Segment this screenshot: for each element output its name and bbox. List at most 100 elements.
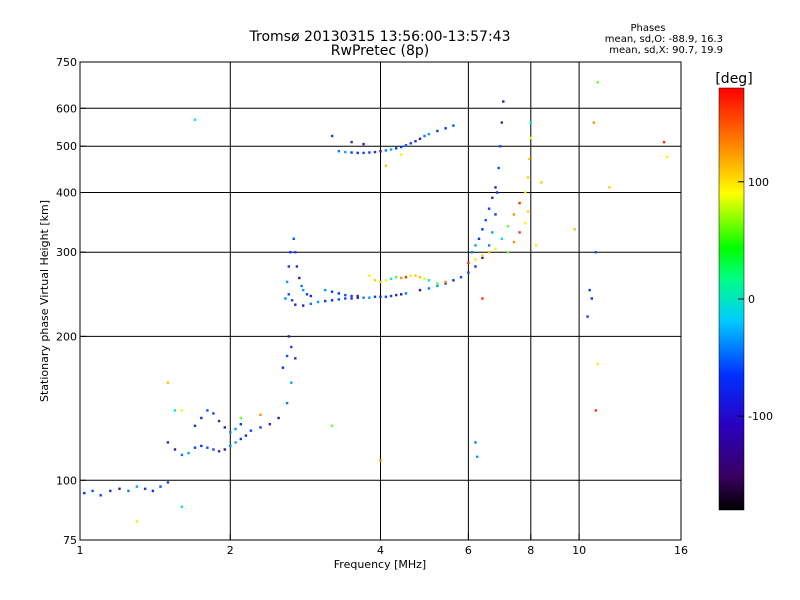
data-point-o bbox=[200, 444, 203, 448]
data-point-x bbox=[414, 274, 417, 277]
data-point-o bbox=[368, 296, 371, 299]
data-point-o bbox=[285, 401, 289, 405]
data-point-o bbox=[491, 196, 494, 199]
data-point-x bbox=[573, 228, 576, 231]
data-point-x bbox=[512, 240, 516, 244]
data-point-o bbox=[290, 345, 293, 349]
data-point-o bbox=[452, 279, 455, 282]
data-point-o bbox=[368, 151, 371, 154]
data-point-x bbox=[418, 276, 422, 279]
data-point-o bbox=[502, 100, 505, 103]
data-point-o bbox=[294, 251, 297, 254]
stats-line-x: mean, sd,X: 90.7, 19.9 bbox=[609, 45, 723, 56]
data-point-o bbox=[212, 448, 215, 451]
data-point-o bbox=[244, 434, 248, 437]
data-point-o bbox=[481, 228, 484, 231]
data-point-o bbox=[285, 354, 289, 358]
data-point-o bbox=[298, 276, 301, 280]
data-point-o bbox=[234, 441, 237, 444]
y-tick-label: 200 bbox=[56, 330, 77, 343]
data-point-o bbox=[395, 293, 398, 297]
data-point-o bbox=[588, 288, 591, 292]
data-point-o bbox=[495, 191, 499, 194]
data-point-o bbox=[302, 288, 305, 292]
data-point-o bbox=[294, 357, 297, 360]
data-point-x bbox=[518, 201, 521, 205]
data-points bbox=[83, 81, 669, 523]
data-point-o bbox=[373, 150, 377, 154]
data-point-o bbox=[287, 265, 290, 268]
data-point-o bbox=[362, 142, 365, 146]
data-point-o bbox=[344, 293, 347, 297]
data-point-o bbox=[217, 419, 221, 423]
x-tick-label: 4 bbox=[377, 544, 384, 557]
x-tick-label: 16 bbox=[674, 544, 688, 557]
data-point-o bbox=[409, 142, 412, 145]
data-point-x bbox=[608, 186, 611, 189]
data-point-x bbox=[494, 247, 497, 250]
data-point-x bbox=[524, 222, 527, 225]
data-point-o bbox=[487, 244, 491, 247]
data-point-o bbox=[389, 148, 393, 151]
data-point-o bbox=[287, 293, 290, 296]
data-point-o bbox=[180, 453, 184, 457]
data-point-x bbox=[506, 251, 510, 254]
data-point-x bbox=[384, 279, 388, 282]
data-point-x bbox=[596, 81, 599, 84]
data-point-x bbox=[500, 237, 503, 240]
chart-title: Tromsø 20130315 13:56:00-13:57:43 bbox=[249, 29, 511, 45]
data-point-o bbox=[389, 294, 393, 298]
data-point-x bbox=[487, 251, 491, 254]
y-tick-label: 750 bbox=[56, 56, 77, 69]
data-point-x bbox=[506, 225, 510, 228]
data-point-o bbox=[481, 256, 484, 259]
data-point-x bbox=[330, 424, 334, 427]
data-point-o bbox=[217, 450, 221, 453]
data-point-x bbox=[384, 164, 388, 167]
data-point-o bbox=[337, 150, 340, 153]
data-point-o bbox=[143, 487, 147, 490]
data-point-o bbox=[476, 455, 479, 458]
data-point-x bbox=[395, 276, 398, 279]
data-point-x bbox=[512, 213, 516, 216]
data-point-x bbox=[180, 409, 184, 412]
data-point-o bbox=[344, 150, 347, 154]
stats-line-o: mean, sd,O: -88.9, 16.3 bbox=[605, 34, 723, 45]
data-point-x bbox=[529, 121, 532, 124]
data-point-x bbox=[409, 274, 412, 277]
data-point-x bbox=[180, 505, 184, 508]
data-point-o bbox=[151, 489, 155, 493]
data-point-x bbox=[166, 381, 170, 384]
data-point-o bbox=[127, 489, 130, 493]
data-point-o bbox=[166, 441, 170, 444]
data-point-o bbox=[418, 288, 422, 292]
data-point-o bbox=[400, 293, 403, 296]
data-point-o bbox=[289, 251, 292, 254]
data-point-o bbox=[268, 423, 271, 426]
y-tick-label: 300 bbox=[56, 246, 77, 259]
data-point-o bbox=[356, 151, 359, 155]
data-point-o bbox=[281, 366, 285, 369]
data-point-x bbox=[404, 276, 408, 279]
data-point-x bbox=[423, 277, 426, 280]
colorbar-tick-label: 100 bbox=[748, 176, 769, 189]
data-point-o bbox=[474, 244, 477, 247]
data-point-o bbox=[350, 294, 353, 298]
axis-ticks: 1 2 4 6 8 10 16 75 100 200 300 400 500 600 750 bbox=[56, 56, 688, 557]
y-tick-label: 600 bbox=[56, 102, 77, 115]
data-point-o bbox=[350, 297, 353, 300]
data-point-o bbox=[474, 441, 477, 444]
data-point-x bbox=[239, 416, 242, 420]
data-point-o bbox=[193, 446, 197, 449]
data-point-o bbox=[423, 134, 426, 138]
data-point-o bbox=[418, 137, 422, 140]
data-point-o bbox=[166, 481, 170, 484]
data-point-o bbox=[135, 485, 139, 488]
data-point-o bbox=[356, 296, 359, 299]
data-point-o bbox=[373, 295, 377, 298]
x-tick-label: 1 bbox=[77, 544, 84, 557]
data-point-o bbox=[193, 424, 197, 427]
y-tick-label: 500 bbox=[56, 140, 77, 153]
data-point-o bbox=[292, 237, 295, 240]
data-point-o bbox=[436, 284, 439, 288]
